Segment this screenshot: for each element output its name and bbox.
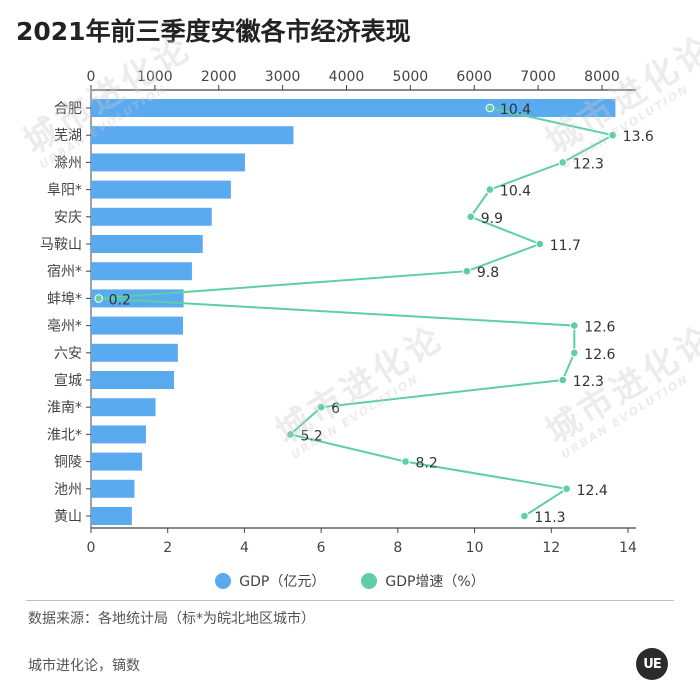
category-label: 淮北* [47,427,82,443]
growth-point [485,103,495,113]
growth-point [558,375,568,385]
legend-item-gdp[interactable]: GDP（亿元） [215,570,325,592]
growth-data-label: 10.4 [500,102,531,118]
gdp-bar [91,316,183,335]
growth-point [401,457,410,466]
category-label: 滁州 [54,155,82,171]
category-label: 合肥 [54,101,82,117]
growth-data-label: 11.7 [550,238,581,254]
legend-item-growth[interactable]: GDP增速（%） [361,570,485,592]
growth-data-label: 5.2 [300,428,322,444]
top-axis-tick-label: 0 [87,69,96,85]
source-note: 数据来源：各地统计局（标*为皖北地区城市） [28,611,315,627]
growth-point [608,130,617,140]
divider [26,600,674,601]
legend-dot-gdp [215,573,232,589]
growth-data-label: 13.6 [623,129,654,145]
category-label: 宣城 [54,373,82,389]
growth-data-label: 8.2 [416,456,438,472]
growth-point [558,158,568,167]
category-label: 宿州* [47,263,82,280]
gdp-bar [91,452,143,471]
category-label: 六安 [54,346,82,362]
top-axis-tick-label: 5000 [393,69,429,85]
category-label: 阜阳* [47,182,82,199]
growth-data-label: 12.6 [584,320,615,336]
gdp-bar [91,153,245,172]
gdp-bar [91,479,135,498]
bottom-axis-tick-label: 6 [317,540,326,556]
growth-data-label: 0.2 [109,292,131,308]
category-label: 池州 [54,482,82,498]
growth-point [570,348,579,358]
gdp-bar [91,99,616,117]
growth-point [570,321,579,330]
gdp-bar [91,207,212,226]
growth-data-label: 12.3 [573,156,604,172]
bottom-axis-tick-label: 2 [163,540,172,556]
top-axis-tick-label: 4000 [329,69,365,85]
legend-label-gdp: GDP（亿元） [239,574,326,590]
growth-data-label: 10.4 [500,184,531,200]
brand-logo-icon: UE [636,648,668,680]
gdp-bar [91,262,192,281]
growth-point [535,239,545,249]
bottom-axis-tick-label: 0 [87,540,96,556]
category-label: 安庆 [54,210,82,226]
gdp-bar [91,235,203,253]
growth-point [485,185,495,194]
category-label: 亳州* [47,318,82,335]
category-label: 蚌埠* [47,290,82,307]
gdp-bar [91,425,146,444]
bottom-axis-tick-label: 14 [619,540,637,556]
gdp-bar [91,126,294,145]
growth-data-label: 12.6 [584,347,615,363]
gdp-bar [91,180,231,199]
gdp-bar [91,343,178,362]
bottom-axis-tick-label: 4 [240,540,249,556]
chart-title: 2021年前三季度安徽各市经济表现 [16,17,411,46]
category-label: 铜陵 [54,455,82,471]
category-label: 芜湖 [54,127,82,144]
top-axis-tick-label: 6000 [456,69,492,85]
legend-label-growth: GDP增速（%） [385,574,485,590]
category-label: 黄山 [54,508,82,525]
growth-data-label: 6 [331,401,340,417]
gdp-bar [91,371,175,389]
bottom-axis-tick-label: 12 [542,540,560,556]
top-axis-tick-label: 8000 [584,69,620,85]
growth-data-label: 9.9 [481,211,503,227]
growth-point [316,402,326,412]
bottom-axis-tick-label: 10 [466,540,484,556]
legend: GDP（亿元） GDP增速（%） [0,570,700,592]
growth-data-label: 12.3 [573,374,604,390]
growth-point [562,484,571,494]
gdp-bar [91,507,132,525]
growth-point [286,430,295,439]
top-axis-tick-label: 2000 [201,69,237,85]
bottom-axis-tick-label: 8 [393,540,402,556]
chart: 0 1000 2000 3000 4000 5000 6000 7000 8000 0 2 4 6 8 10… [40,69,654,556]
category-label: 马鞍山 [40,237,82,253]
growth-data-label: 11.3 [534,510,565,526]
growth-point [466,212,476,222]
growth-data-label: 9.8 [477,265,499,281]
top-axis-tick-label: 3000 [265,69,301,85]
category-label: 淮南* [47,400,82,416]
top-axis-tick-label: 1000 [137,69,173,85]
growth-point [462,266,472,276]
footer-credit: 城市进化论，镝数 [28,658,140,674]
growth-line [98,107,616,517]
legend-dot-growth [361,573,378,589]
gdp-bar [91,398,156,417]
growth-point [94,294,103,303]
growth-data-label: 12.4 [577,483,608,499]
top-axis-tick-label: 7000 [520,69,556,85]
growth-point [520,511,529,521]
